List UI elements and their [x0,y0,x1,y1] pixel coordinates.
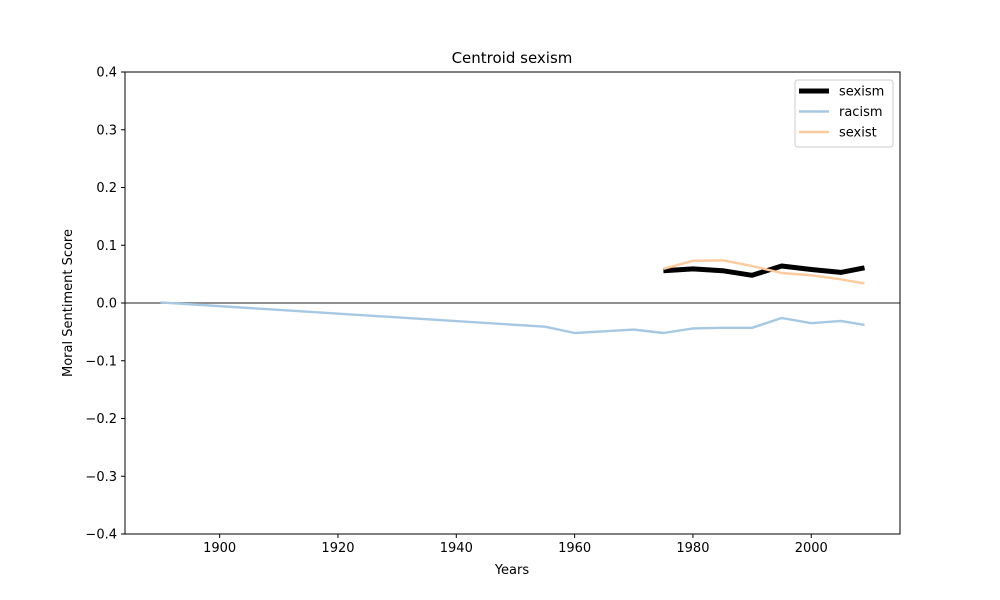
y-tick-label: −0.3 [85,470,117,485]
y-tick-label: 0.3 [96,123,117,138]
legend-box [794,79,894,148]
legend-label-racism: racism [839,105,883,120]
x-tick-label: 1940 [440,541,473,556]
y-tick-label: −0.2 [85,412,117,427]
series-line-sexism [663,263,865,278]
x-tick-label: 1980 [676,541,709,556]
y-tick-label: −0.4 [85,528,117,543]
series-line-sexist [663,259,865,285]
x-tick-label: 2000 [795,541,828,556]
y-axis-title: Moral Sentiment Score [61,229,76,377]
y-tick-label: 0.4 [96,66,117,81]
series-line-racism [160,301,865,335]
y-tick-label: 0.2 [96,181,117,196]
legend-label-sexism: sexism [839,85,884,100]
x-tick-label: 1920 [321,541,354,556]
legend: sexism racism sexist [794,79,894,148]
y-tick-label: 0.0 [96,297,117,312]
x-tick-label: 1960 [558,541,591,556]
x-axis-title: Years [494,563,530,578]
chart-title: Centroid sexism [452,49,573,67]
x-tick-label: 1900 [203,541,236,556]
plot-area: 1900 1920 1940 1960 1980 2000 −0.4 −0.3 −0.2 −0.1… [85,66,901,556]
y-tick-label: 0.1 [96,239,117,254]
legend-label-sexist: sexist [839,126,877,141]
y-tick-label: −0.1 [85,354,117,369]
